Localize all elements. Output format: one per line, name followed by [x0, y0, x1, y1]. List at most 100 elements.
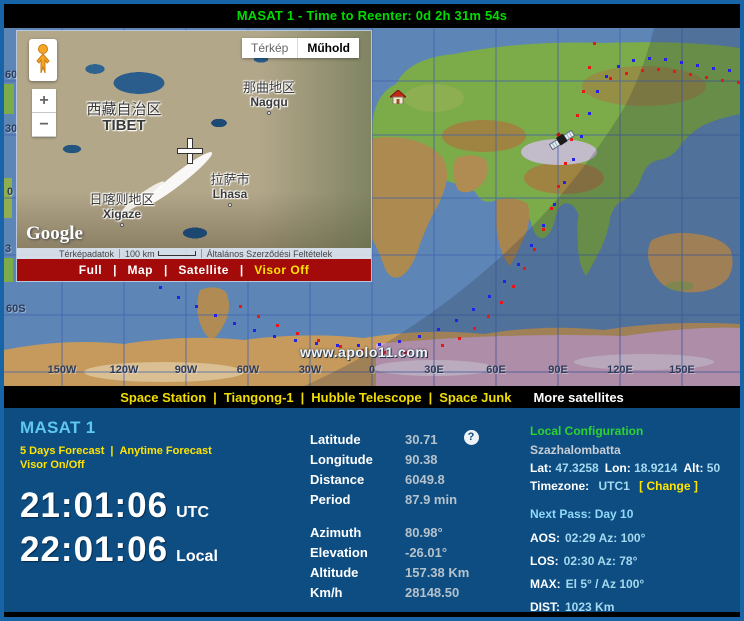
clock-label: UTC: [176, 504, 209, 521]
track-dot-red: [512, 285, 515, 288]
track-dot-red: [423, 349, 426, 352]
forecast-links: 5 Days Forecast | Anytime Forecast: [20, 445, 305, 457]
track-dot-blue: [632, 59, 635, 62]
next-pass-row: LOS: 02:30 Az: 78°: [530, 554, 738, 568]
pass-value: 02:29 Az: 100°: [565, 531, 646, 545]
help-icon[interactable]: ?: [463, 430, 479, 445]
zoom-out-button[interactable]: −: [32, 113, 56, 137]
track-dot-red: [473, 327, 476, 330]
inset-zoom-control: + −: [32, 89, 56, 137]
track-dot-blue: [580, 135, 583, 138]
telemetry-group: Latitude 30.71? Longitude 90.38 Distance 6049…: [310, 430, 528, 510]
place-label-en: Nagqu: [250, 95, 288, 109]
telemetry-value: 87.9 min: [405, 492, 458, 507]
place-label-en: Lhasa: [212, 187, 248, 201]
satellite-link[interactable]: Hubble Telescope: [311, 389, 422, 405]
place-label-zh: 日喀则地区: [89, 192, 155, 207]
street-view-pegman[interactable]: [29, 39, 57, 81]
track-dot-blue: [195, 305, 198, 308]
longitude-label: 90W: [174, 364, 198, 376]
clock-label: Local: [176, 548, 218, 565]
track-dot-red: [657, 68, 660, 71]
place-label: 那曲地区 Nagqu: [209, 81, 329, 115]
left-column: MASAT 1 5 Days Forecast | Anytime Forecast…: [20, 418, 305, 569]
place-marker-dot: [120, 223, 124, 227]
longitude-label: 90E: [548, 364, 568, 376]
track-dot-blue: [472, 308, 475, 311]
more-satellites-link[interactable]: More satellites: [533, 389, 624, 405]
change-timezone-link[interactable]: [ Change ]: [639, 479, 698, 493]
crosshair-icon: [178, 139, 202, 163]
track-dot-blue: [680, 61, 683, 64]
telemetry-label: Period: [310, 492, 351, 507]
telemetry-value: 28148.50: [405, 585, 460, 600]
latitude-label: 3: [5, 243, 12, 255]
google-logo: Google: [26, 223, 83, 244]
satellite-link[interactable]: Space Junk: [439, 389, 512, 405]
world-map: www.apolo11.com: [4, 28, 740, 386]
pass-label: AOS:: [530, 531, 560, 545]
clock-time: 22:01:06: [20, 530, 169, 569]
track-dot-red: [361, 349, 364, 352]
track-dot-blue: [437, 328, 440, 331]
track-dot-blue: [378, 343, 381, 346]
inset-map: + − Térkép Műhold 那曲地区 Nagqu 西藏自治区 TIBET 拉萨市 L…: [17, 31, 371, 281]
clock-time: 21:01:06: [20, 486, 169, 525]
inset-attribution-bar: Térképadatok 100 km Általános Szerződési…: [17, 248, 371, 259]
local-config-column: Local Configuration Szazhalombatta Lat: …: [530, 424, 738, 617]
track-dot-red: [458, 337, 461, 340]
track-dot-red: [673, 70, 676, 73]
clock-local: 22:01:06 Local: [20, 530, 218, 570]
reentry-countdown-bar: MASAT 1 - Time to Reenter: 0d 2h 31m 54s: [4, 4, 740, 28]
track-dot-red: [404, 351, 407, 354]
map-type-button[interactable]: Térkép: [241, 38, 299, 58]
track-dot-red: [487, 315, 490, 318]
longitude-label: 30W: [298, 364, 322, 376]
place-label-zh: 拉萨市: [210, 172, 250, 187]
track-dot-red: [721, 79, 724, 82]
track-dot-red: [582, 90, 585, 93]
inset-toolbar-link[interactable]: Satellite: [178, 263, 229, 277]
inset-toolbar-link[interactable]: Full: [78, 263, 103, 277]
forecast-link[interactable]: 5 Days Forecast: [20, 445, 105, 457]
visor-toggle-link[interactable]: Visor On/Off: [20, 459, 85, 471]
map-type-switcher: Térkép Műhold: [241, 38, 359, 58]
map-type-button[interactable]: Műhold: [298, 38, 359, 58]
map-data-link[interactable]: Térképadatok: [59, 248, 115, 259]
inset-toolbar-link[interactable]: Map: [127, 263, 153, 277]
track-dot-blue: [357, 344, 360, 347]
pass-label: DIST:: [530, 600, 560, 614]
track-dot-red: [570, 138, 573, 141]
place-label-en: TIBET: [102, 117, 146, 134]
telemetry-value: 80.98°: [405, 525, 443, 540]
coord-label: Lon:: [604, 461, 635, 475]
track-dot-blue: [315, 342, 318, 345]
satellite-link[interactable]: Tiangong-1: [223, 389, 294, 405]
forecast-link[interactable]: Anytime Forecast: [119, 445, 212, 457]
track-dot-blue: [542, 224, 545, 227]
track-dot-red: [576, 114, 579, 117]
track-dot-red: [239, 305, 242, 308]
track-dot-blue: [696, 64, 699, 67]
watermark: www.apolo11.com: [300, 344, 429, 360]
next-pass-heading: Next Pass: Day 10: [530, 507, 634, 521]
track-dot-blue: [177, 296, 180, 299]
longitude-label: 120W: [109, 364, 139, 376]
track-dot-blue: [214, 314, 217, 317]
timezone-value: UTC1: [598, 479, 630, 493]
visor-off-link[interactable]: Visor Off: [254, 263, 310, 277]
track-dot-blue: [596, 90, 599, 93]
track-dot-red: [500, 301, 503, 304]
track-dot-blue: [712, 67, 715, 70]
zoom-in-button[interactable]: +: [32, 89, 56, 113]
inset-satellite-imagery[interactable]: [17, 31, 371, 248]
scale-bar: [157, 251, 196, 256]
satellite-link[interactable]: Space Station: [120, 389, 207, 405]
track-dot-blue: [488, 295, 491, 298]
telemetry-label: Azimuth: [310, 525, 362, 540]
track-dot-red: [550, 207, 553, 210]
longitude-label: 60W: [236, 364, 260, 376]
track-dot-red: [641, 69, 644, 72]
track-dot-red: [588, 66, 591, 69]
terms-link[interactable]: Általános Szerződési Feltételek: [206, 248, 333, 259]
